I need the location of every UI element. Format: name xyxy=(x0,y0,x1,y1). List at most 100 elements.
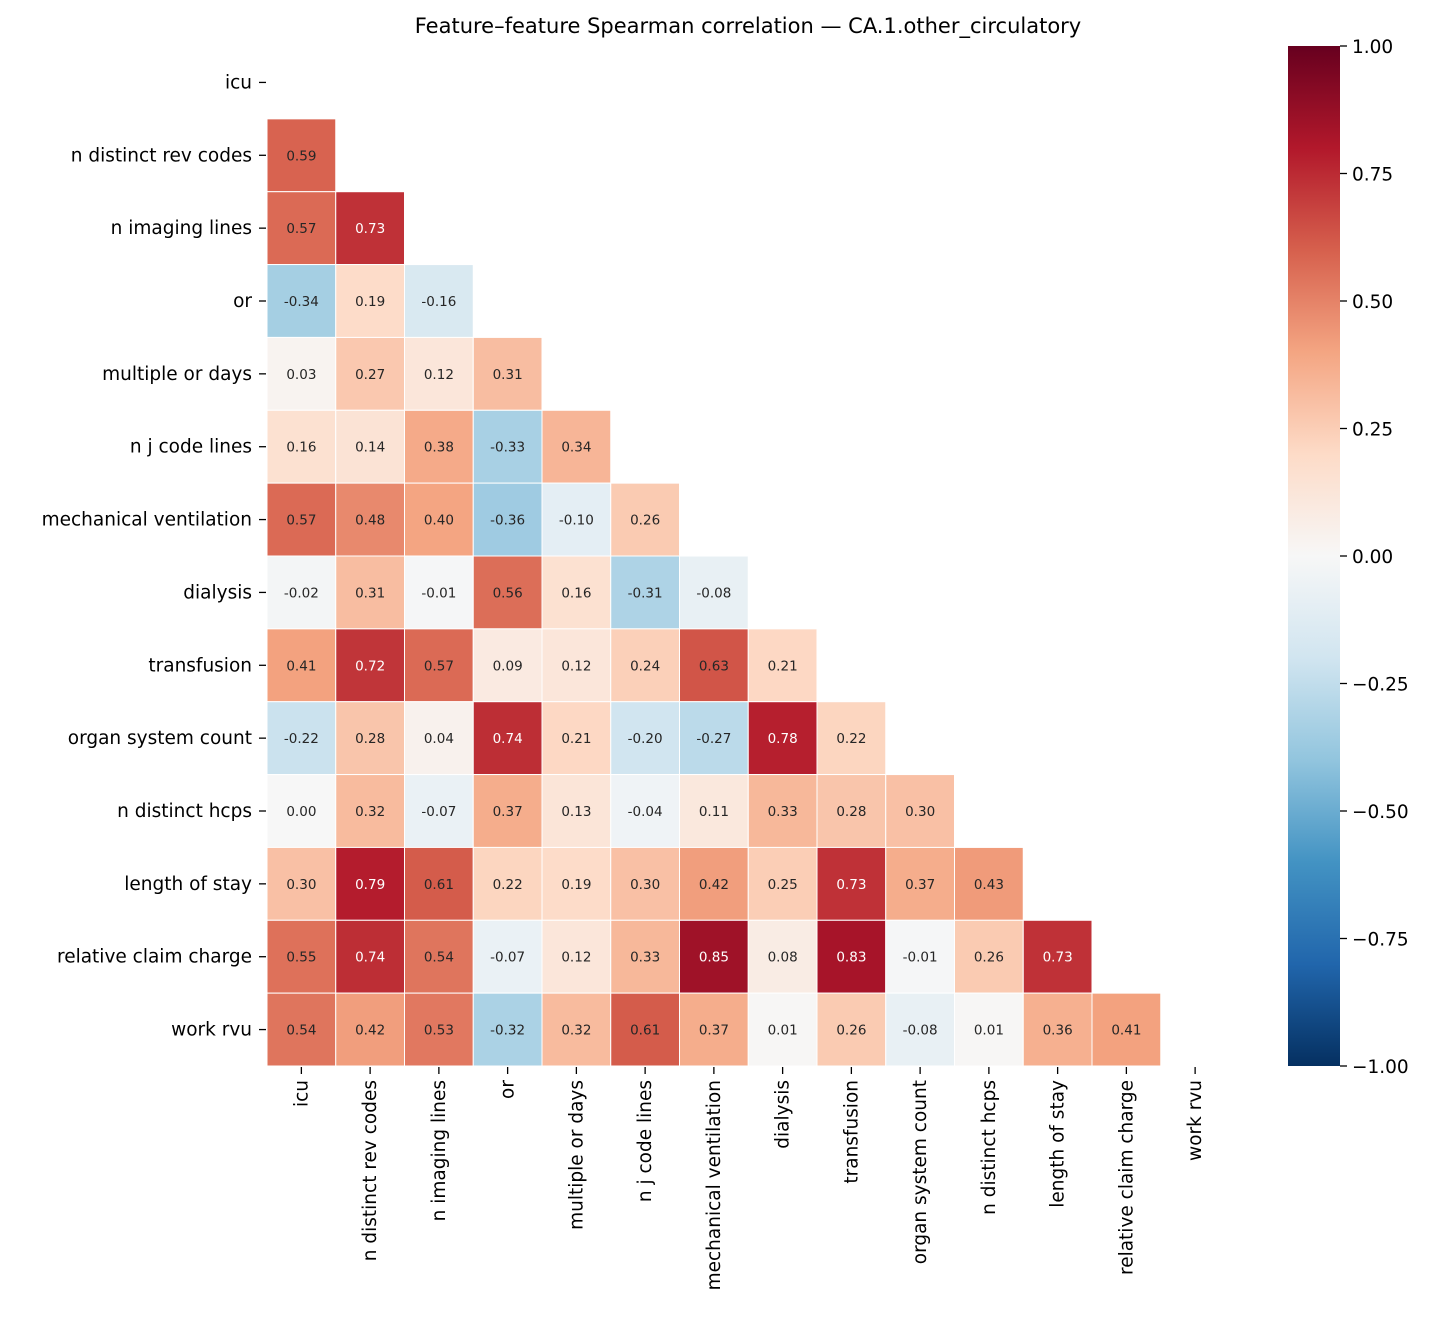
cell-value-label: 0.19 xyxy=(561,877,591,893)
colorbar-tick-label: −0.25 xyxy=(1352,675,1409,696)
heatmap-cell xyxy=(747,992,818,1067)
heatmap-cell xyxy=(541,774,612,848)
cell-value-label: -0.02 xyxy=(284,585,319,601)
cell-value-label: 0.37 xyxy=(493,804,523,820)
heatmap-cell xyxy=(266,919,337,994)
heatmap-cell xyxy=(266,774,337,848)
colorbar-tick-label: 0.50 xyxy=(1352,292,1393,313)
cell-value-label: 0.22 xyxy=(836,731,866,747)
cell-value-label: -0.36 xyxy=(490,513,525,529)
colorbar-tick-label: 0.75 xyxy=(1352,165,1393,186)
cell-value-label: 0.41 xyxy=(286,658,316,674)
heatmap-cell xyxy=(472,774,543,848)
cell-value-label: 0.54 xyxy=(424,950,454,966)
heatmap-cell xyxy=(954,992,1024,1067)
chart-title: Feature–feature Spearman correlation — C… xyxy=(415,14,1081,39)
cell-value-label: 0.73 xyxy=(355,221,385,237)
y-tick-label: n j code lines xyxy=(130,437,252,458)
heatmap-cell xyxy=(816,701,887,776)
heatmap-cell xyxy=(610,701,680,776)
colorbar xyxy=(1288,46,1340,1066)
colorbar-tick-label: −0.75 xyxy=(1352,930,1409,951)
heatmap-cell xyxy=(472,409,543,484)
cell-value-label: 0.13 xyxy=(561,804,591,820)
cell-value-label: 0.48 xyxy=(355,513,385,529)
cell-value-label: 0.31 xyxy=(493,367,523,383)
heatmap-cell xyxy=(610,555,680,630)
heatmap-cell xyxy=(335,336,405,411)
heatmap-cell xyxy=(472,919,543,994)
cell-value-label: -0.08 xyxy=(903,1023,938,1039)
cell-value-label: 0.09 xyxy=(493,658,523,674)
cell-value-label: 0.83 xyxy=(836,950,866,966)
x-tick-label: n imaging lines xyxy=(429,1080,450,1221)
heatmap-cell xyxy=(472,846,543,921)
heatmap-cell xyxy=(335,409,405,484)
cell-value-label: -0.08 xyxy=(696,585,731,601)
heatmap-cell xyxy=(541,992,612,1067)
cell-value-label: -0.04 xyxy=(628,804,663,820)
heatmap-cell xyxy=(335,701,405,776)
heatmap-cell xyxy=(816,992,887,1067)
cell-value-label: -0.34 xyxy=(284,294,319,310)
y-tick-label: or xyxy=(233,291,252,312)
x-tick-label: n j code lines xyxy=(635,1080,656,1202)
heatmap-cell xyxy=(747,919,818,994)
heatmap-cell xyxy=(335,774,405,848)
cell-value-label: 0.40 xyxy=(424,513,454,529)
heatmap-cell xyxy=(266,628,337,703)
heatmap-cell xyxy=(335,555,405,630)
cell-value-label: 0.32 xyxy=(561,1023,591,1039)
heatmap-cell xyxy=(610,774,680,848)
heatmap-cell xyxy=(610,846,680,921)
x-tick-label: transfusion xyxy=(841,1080,862,1184)
cell-value-label: 0.72 xyxy=(355,658,385,674)
cell-value-label: -0.10 xyxy=(559,513,594,529)
heatmap-cell xyxy=(266,701,337,776)
x-tick-label: length of stay xyxy=(1048,1080,1069,1208)
y-tick-label: n distinct rev codes xyxy=(71,145,252,166)
cell-value-label: 0.00 xyxy=(286,804,316,820)
cell-value-label: 0.55 xyxy=(286,950,316,966)
cell-value-label: 0.61 xyxy=(424,877,454,893)
heatmap-cell xyxy=(472,482,543,557)
cell-value-label: 0.11 xyxy=(699,804,729,820)
cell-value-label: -0.22 xyxy=(284,731,319,747)
cell-value-label: 0.56 xyxy=(493,585,523,601)
x-tick-label: n distinct hcps xyxy=(979,1080,1000,1215)
cell-value-label: -0.16 xyxy=(421,294,456,310)
cell-value-label: 0.34 xyxy=(561,440,591,456)
heatmap-cell xyxy=(404,482,474,557)
cell-value-label: 0.30 xyxy=(905,804,935,820)
heatmap-cell xyxy=(1022,919,1093,994)
y-tick-label: length of stay xyxy=(124,874,252,895)
cell-value-label: -0.07 xyxy=(421,804,456,820)
x-tick-label: organ system count xyxy=(910,1080,931,1264)
heatmap-cell xyxy=(472,336,543,411)
heatmap-cell xyxy=(404,774,474,848)
cell-value-label: 0.08 xyxy=(768,950,798,966)
colorbar-ticks: 1.00 0.75 0.50 0.25 0.00 −0.25 −0.50 −0.75 −1.00 xyxy=(1340,37,1409,1078)
cell-value-label: 0.16 xyxy=(286,440,316,456)
cell-value-label: 0.03 xyxy=(286,367,316,383)
cell-value-label: 0.57 xyxy=(286,513,316,529)
heatmap-cell xyxy=(610,919,680,994)
heatmap-cell xyxy=(679,555,749,630)
cell-value-label: 0.79 xyxy=(355,877,385,893)
y-tick-label: work rvu xyxy=(171,1020,252,1041)
heatmap-cell xyxy=(1091,992,1162,1067)
heatmap-cell xyxy=(679,701,749,776)
heatmap-cell xyxy=(404,264,474,338)
heatmap-cell xyxy=(472,701,543,776)
heatmap-cell xyxy=(266,555,337,630)
x-tick-label: n distinct rev codes xyxy=(360,1080,381,1261)
cell-value-label: 0.28 xyxy=(355,731,385,747)
heatmap-cell xyxy=(954,846,1024,921)
colorbar-tick-label: 1.00 xyxy=(1352,37,1393,58)
cell-value-label: 0.78 xyxy=(768,731,798,747)
cell-value-label: 0.59 xyxy=(286,148,316,164)
cell-value-label: 0.57 xyxy=(286,221,316,237)
cell-value-label: 0.43 xyxy=(974,877,1004,893)
cell-value-label: 0.26 xyxy=(974,950,1004,966)
cell-value-label: -0.33 xyxy=(490,440,525,456)
